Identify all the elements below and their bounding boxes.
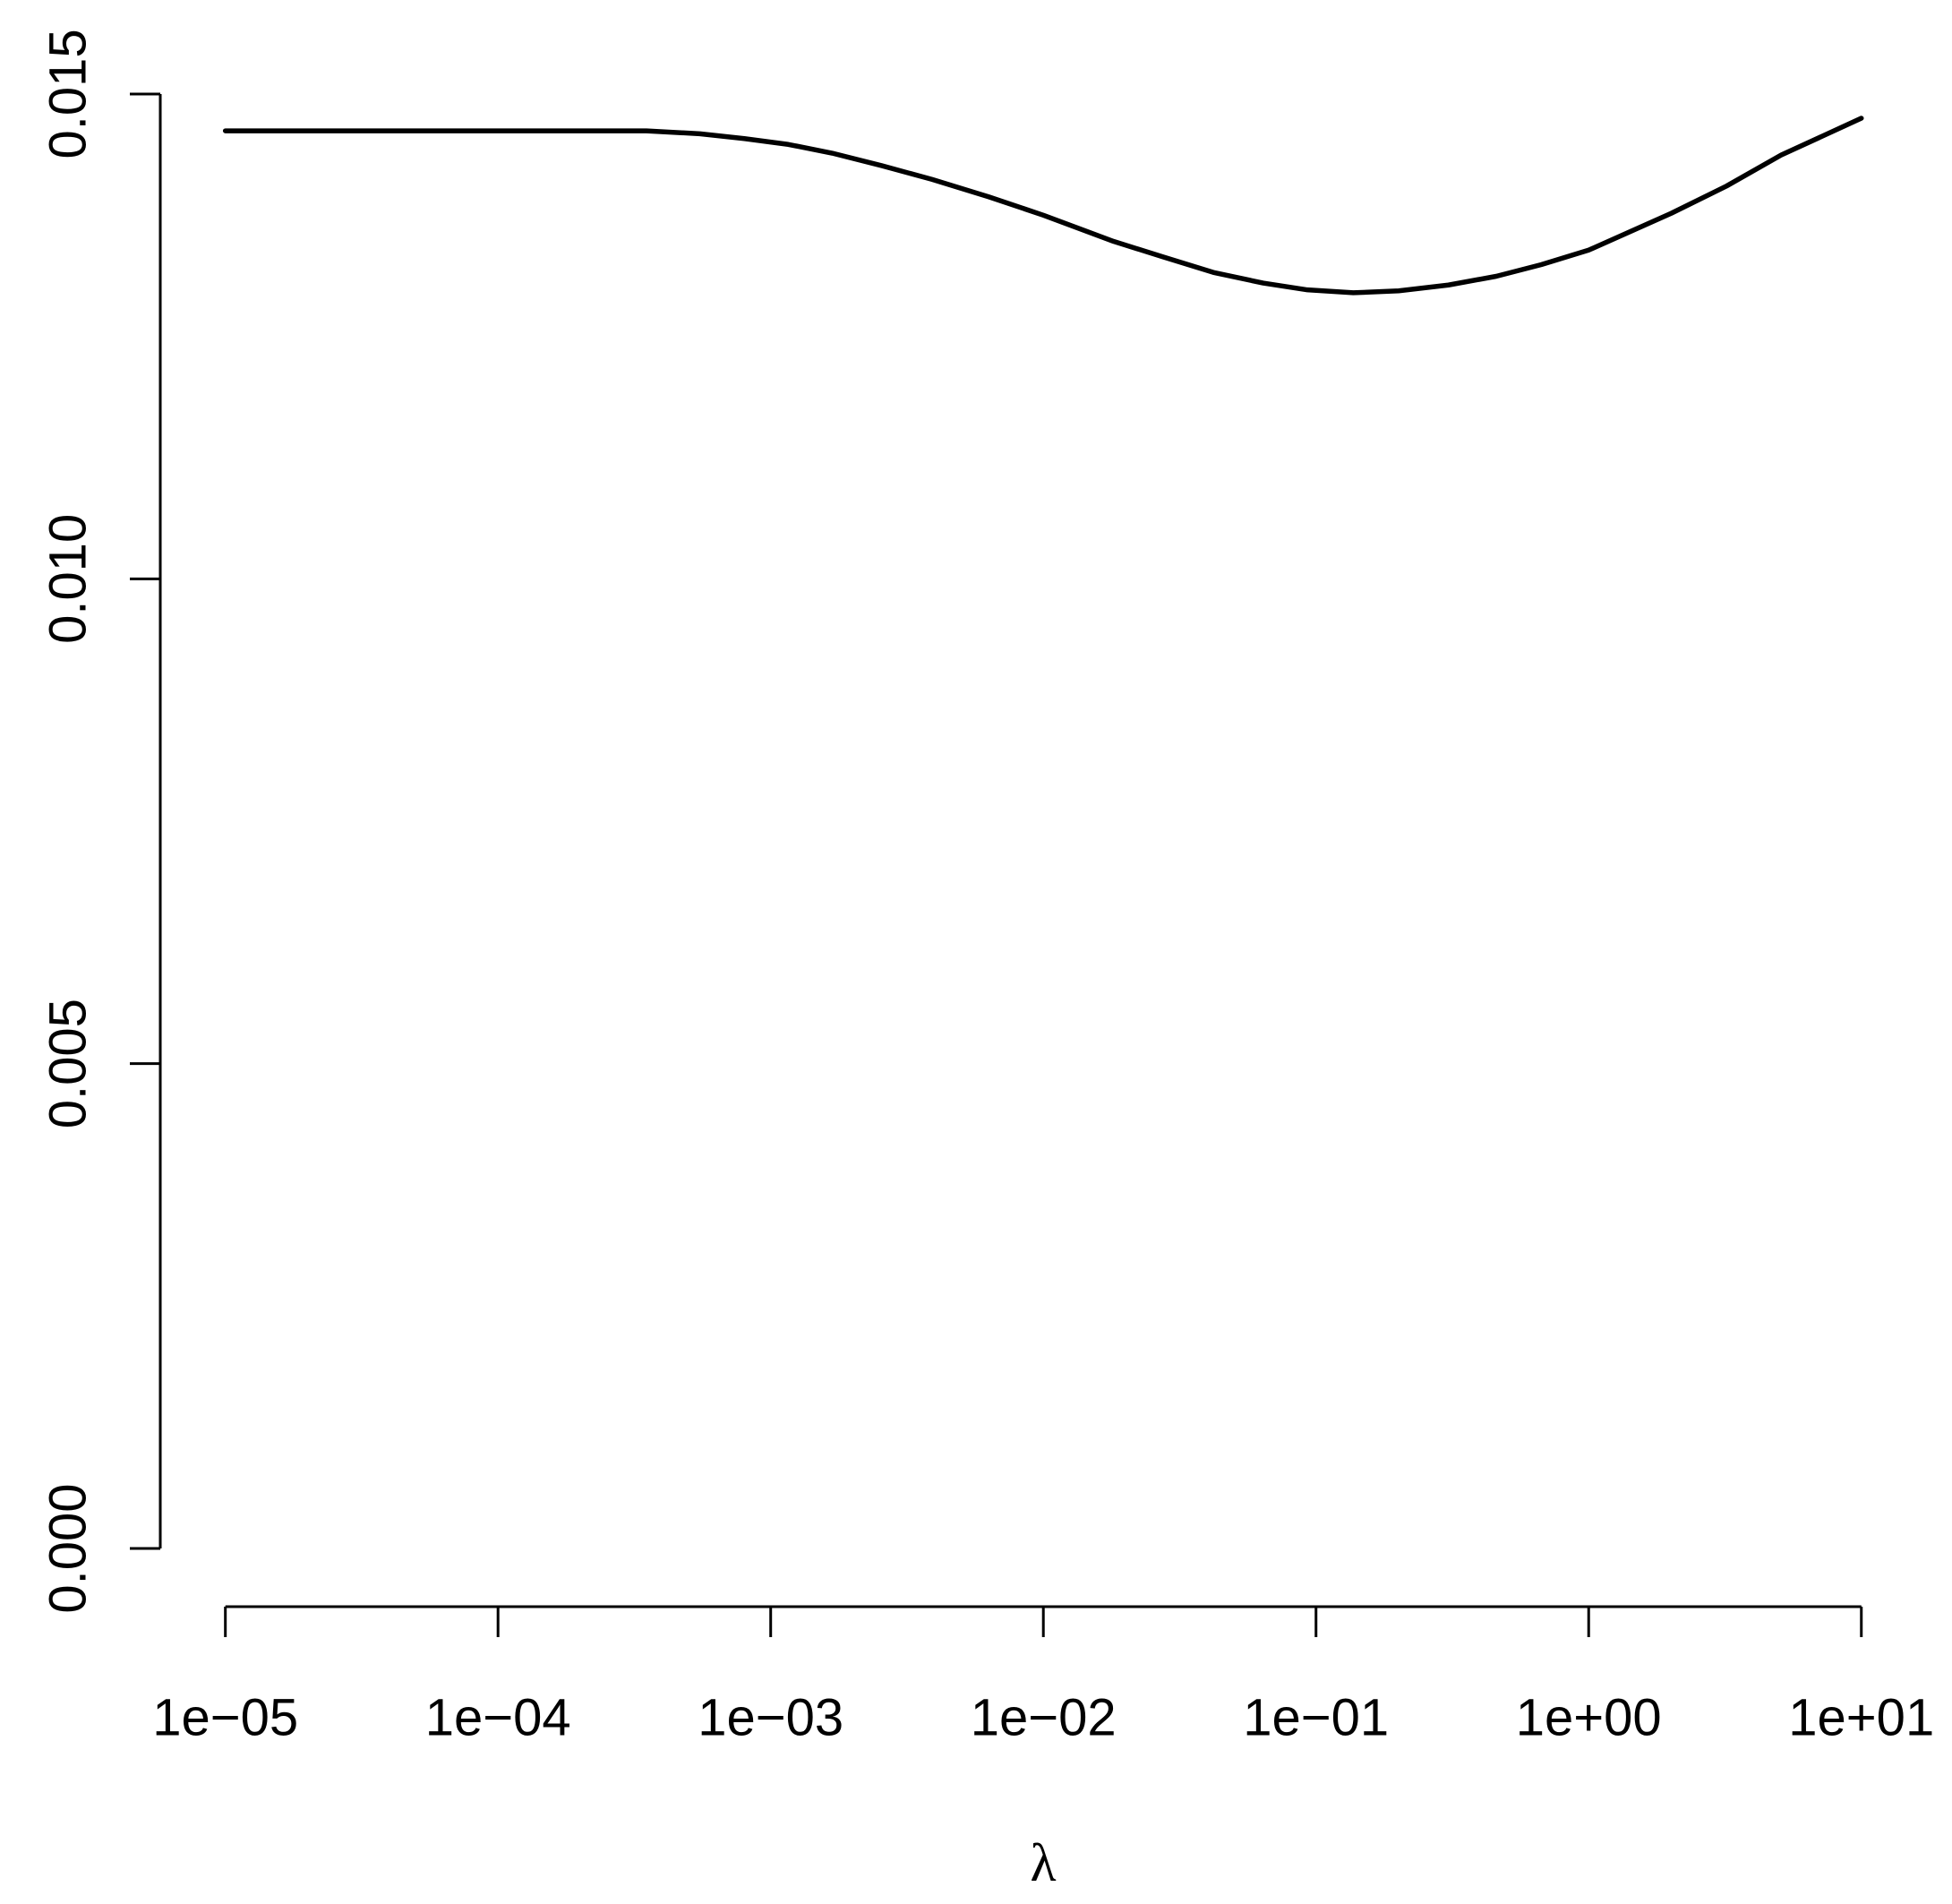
y-tick-label: 0.010 [39,514,97,644]
y-tick-label: 0.005 [39,999,97,1128]
x-tick-label: 1e−01 [1243,1688,1389,1746]
y-tick-label: 0.000 [39,1483,97,1613]
x-tick-label: 1e−04 [425,1688,571,1746]
x-tick-label: 1e+01 [1788,1688,1934,1746]
x-tick-label: 1e−03 [698,1688,843,1746]
y-tick-label: 0.015 [39,29,97,159]
data-line [222,116,1864,296]
x-tick-label: 1e+00 [1516,1688,1662,1746]
x-axis-label: λ [1030,1833,1056,1892]
x-tick-label: 1e−02 [971,1688,1117,1746]
x-tick-label: 1e−05 [152,1688,298,1746]
